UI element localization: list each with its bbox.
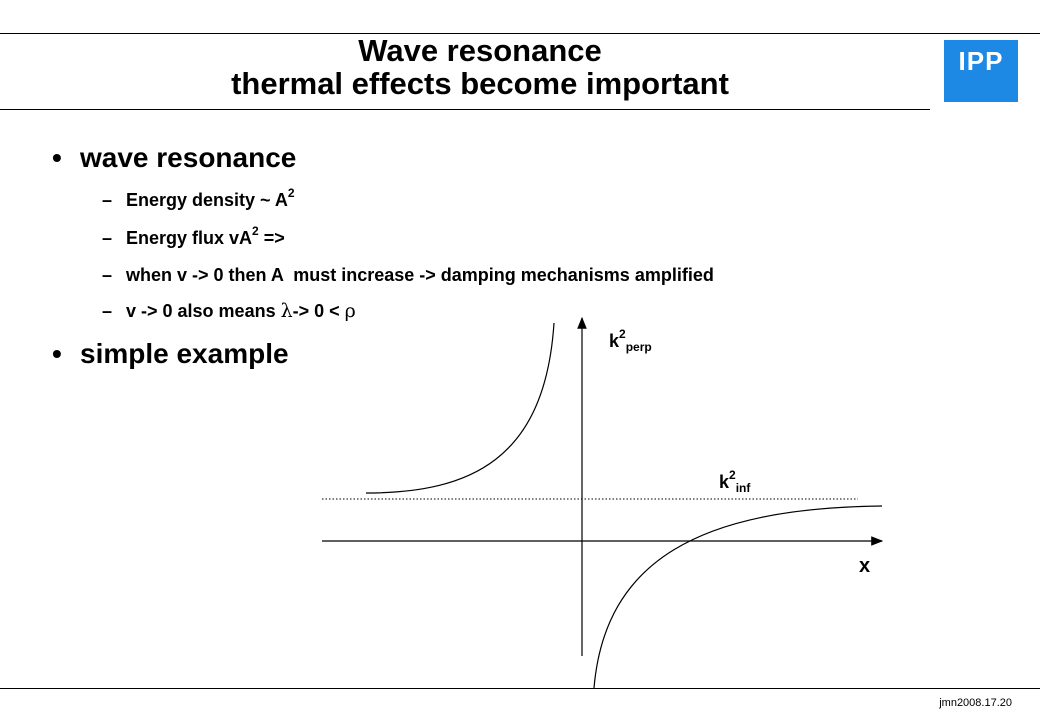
subitem-text: v -> 0 also means xyxy=(126,301,281,321)
asymptote-label: k2inf xyxy=(719,468,751,495)
subitem-text: when v -> 0 then A must increase -> damp… xyxy=(126,265,714,285)
subitem-text-mid: -> 0 < xyxy=(292,301,345,321)
bullet-simple-example: • simple example xyxy=(52,338,289,370)
y-axis-label: k2perp xyxy=(609,327,652,354)
bullet-wave-resonance: • wave resonance xyxy=(52,142,297,174)
x-axis-label: x xyxy=(859,555,871,577)
bullet-dot: • xyxy=(52,338,62,369)
superscript: 2 xyxy=(252,224,259,238)
title-line-2: thermal effects become important xyxy=(231,66,729,101)
subitem-text: Energy density ~ A xyxy=(126,190,288,210)
footer-code: jmn2008.17.20 xyxy=(939,697,1012,709)
right-branch-curve xyxy=(593,505,883,689)
rho-symbol: ρ xyxy=(344,300,356,322)
subitem-text: Energy flux vA xyxy=(126,228,253,248)
bullet-label: wave resonance xyxy=(80,142,297,173)
left-branch-curve xyxy=(365,322,555,494)
bullet-dot: • xyxy=(52,142,62,173)
bottom-rule xyxy=(0,688,1040,689)
lambda-symbol: λ xyxy=(280,300,293,322)
title-underline xyxy=(0,109,930,110)
subitem-text-tail: => xyxy=(258,228,285,248)
title-line-1: Wave resonance xyxy=(358,33,602,68)
bullet-label: simple example xyxy=(80,338,289,369)
slide-title: Wave resonance thermal effects become im… xyxy=(40,34,920,100)
logo-text: IPP xyxy=(958,46,1004,76)
ipp-logo: IPP xyxy=(944,40,1018,102)
superscript: 2 xyxy=(287,186,295,200)
top-rule xyxy=(0,33,1040,34)
